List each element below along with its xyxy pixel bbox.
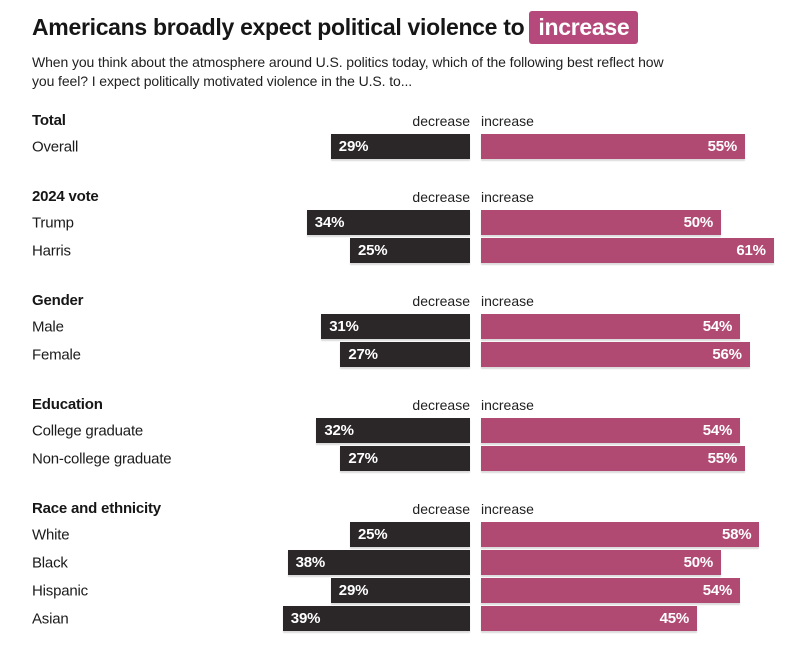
section-title: 2024 vote: [32, 188, 99, 205]
section-header-2024-vote: 2024 vote decrease increase: [32, 188, 776, 205]
row-label: Harris: [32, 242, 71, 259]
row-label: Asian: [32, 610, 69, 627]
chart-row-white: White 25% 58%: [32, 522, 776, 547]
decrease-bar: 25%: [350, 238, 470, 263]
increase-value: 54%: [702, 582, 733, 599]
increase-bar: 61%: [481, 238, 774, 263]
column-header-increase: increase: [481, 189, 534, 205]
column-header-decrease: decrease: [412, 113, 470, 129]
decrease-bar: 29%: [330, 134, 470, 159]
section-title: Total: [32, 112, 66, 129]
column-header-decrease: decrease: [412, 293, 470, 309]
chart-row-overall: Overall 29% 55%: [32, 134, 776, 159]
increase-bar: 56%: [481, 342, 750, 367]
chart-section-race-and-ethnicity: Race and ethnicity decrease increase White 2…: [32, 500, 776, 631]
decrease-value: 27%: [348, 450, 378, 467]
increase-value: 50%: [683, 214, 714, 231]
decrease-value: 38%: [295, 554, 326, 571]
row-label: White: [32, 526, 70, 543]
decrease-value: 29%: [338, 138, 369, 155]
increase-bar: 45%: [481, 606, 697, 631]
decrease-bar: 27%: [340, 446, 470, 471]
column-header-increase: increase: [481, 501, 534, 517]
column-header-decrease: decrease: [412, 397, 470, 413]
diverging-bar-chart: Total decrease increase Overall 29% 55% 2024 v…: [32, 112, 776, 631]
subtitle-line-1: When you think about the atmosphere arou…: [32, 54, 664, 70]
decrease-value: 39%: [290, 610, 321, 627]
decrease-value: 25%: [358, 242, 388, 259]
row-label: Female: [32, 346, 81, 363]
chart-row-college-graduate: College graduate 32% 54%: [32, 418, 776, 443]
increase-value: 56%: [712, 346, 742, 363]
decrease-bar: 39%: [282, 606, 470, 631]
decrease-bar: 34%: [306, 210, 470, 235]
decrease-value: 25%: [358, 526, 388, 543]
column-header-decrease: decrease: [412, 501, 470, 517]
row-label: Trump: [32, 214, 74, 231]
chart-row-black: Black 38% 50%: [32, 550, 776, 575]
increase-value: 54%: [702, 318, 733, 335]
column-header-decrease: decrease: [412, 189, 470, 205]
increase-bar: 50%: [481, 550, 721, 575]
increase-bar: 55%: [481, 446, 745, 471]
chart-row-harris: Harris 25% 61%: [32, 238, 776, 263]
decrease-value: 29%: [338, 582, 369, 599]
decrease-bar: 27%: [340, 342, 470, 367]
increase-value: 45%: [659, 610, 690, 627]
chart-section-education: Education decrease increase College graduat…: [32, 396, 776, 471]
page-title-text: Americans broadly expect political viole…: [32, 14, 525, 40]
page-title: Americans broadly expect political viole…: [32, 10, 776, 44]
chart-section-total: Total decrease increase Overall 29% 55%: [32, 112, 776, 159]
increase-bar: 54%: [481, 314, 741, 339]
row-label: Hispanic: [32, 582, 88, 599]
decrease-bar: 25%: [350, 522, 470, 547]
section-header-race-and-ethnicity: Race and ethnicity decrease increase: [32, 500, 776, 517]
section-header-education: Education decrease increase: [32, 396, 776, 413]
subtitle-line-2: you feel? I expect politically motivated…: [32, 73, 413, 89]
decrease-value: 31%: [329, 318, 359, 335]
increase-value: 50%: [683, 554, 714, 571]
decrease-value: 34%: [314, 214, 345, 231]
row-label: Male: [32, 318, 64, 335]
decrease-bar: 31%: [321, 314, 470, 339]
increase-bar: 58%: [481, 522, 760, 547]
decrease-value: 27%: [348, 346, 378, 363]
increase-bar: 54%: [481, 418, 741, 443]
increase-bar: 50%: [481, 210, 721, 235]
increase-value: 55%: [707, 450, 738, 467]
decrease-bar: 29%: [330, 578, 470, 603]
section-title: Gender: [32, 292, 84, 309]
decrease-value: 32%: [324, 422, 354, 439]
row-label: College graduate: [32, 422, 144, 439]
increase-value: 55%: [707, 138, 738, 155]
increase-value: 61%: [736, 242, 766, 259]
section-title: Education: [32, 396, 103, 413]
increase-bar: 54%: [481, 578, 741, 603]
column-header-increase: increase: [481, 397, 534, 413]
decrease-bar: 38%: [287, 550, 470, 575]
row-label: Black: [32, 554, 68, 571]
section-header-total: Total decrease increase: [32, 112, 776, 129]
section-title: Race and ethnicity: [32, 500, 161, 517]
chart-row-hispanic: Hispanic 29% 54%: [32, 578, 776, 603]
chart-row-male: Male 31% 54%: [32, 314, 776, 339]
increase-value: 58%: [721, 526, 752, 543]
chart-row-female: Female 27% 56%: [32, 342, 776, 367]
chart-subtitle: When you think about the atmosphere arou…: [32, 53, 776, 91]
section-header-gender: Gender decrease increase: [32, 292, 776, 309]
row-label: Overall: [32, 138, 79, 155]
increase-value: 54%: [702, 422, 733, 439]
chart-section-gender: Gender decrease increase Male 31% 54% Female 27…: [32, 292, 776, 367]
title-highlight-tag: increase: [529, 11, 639, 44]
chart-row-trump: Trump 34% 50%: [32, 210, 776, 235]
chart-row-non-college-graduate: Non-college graduate 27% 55%: [32, 446, 776, 471]
chart-section-2024-vote: 2024 vote decrease increase Trump 34% 50% Harr…: [32, 188, 776, 263]
row-label: Non-college graduate: [32, 450, 172, 467]
column-header-increase: increase: [481, 293, 534, 309]
increase-bar: 55%: [481, 134, 745, 159]
chart-row-asian: Asian 39% 45%: [32, 606, 776, 631]
column-header-increase: increase: [481, 113, 534, 129]
decrease-bar: 32%: [316, 418, 470, 443]
